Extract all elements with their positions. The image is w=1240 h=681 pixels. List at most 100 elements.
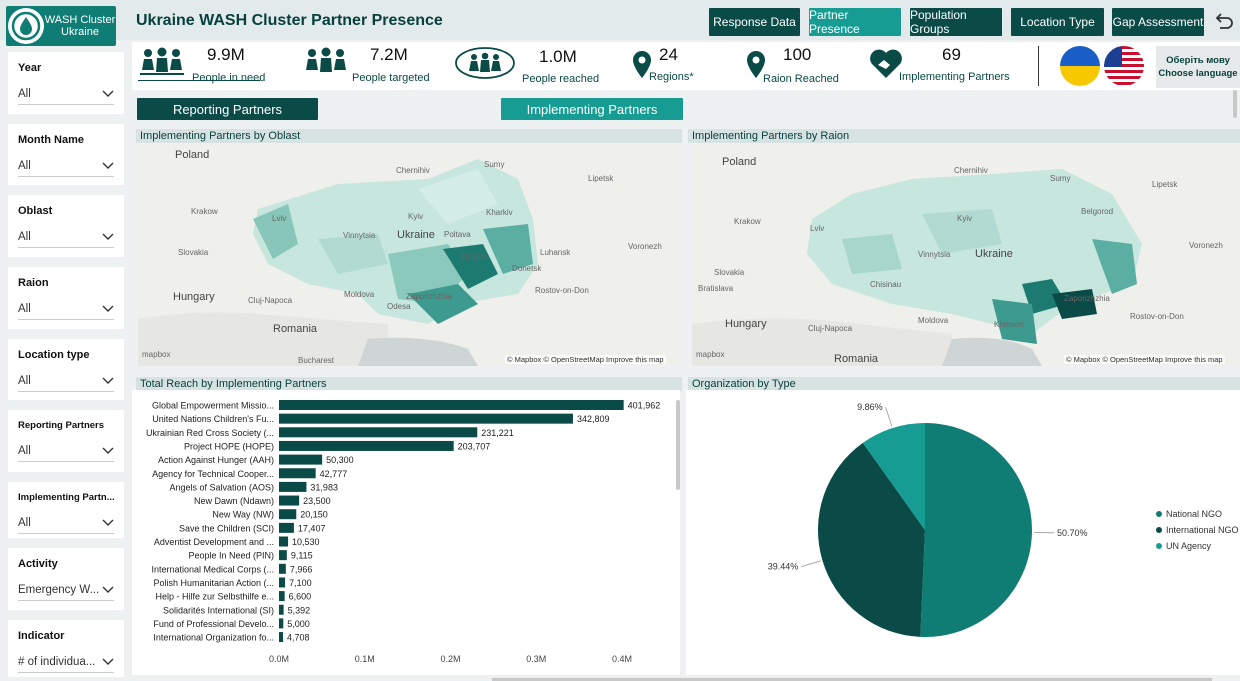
slicer-label: Implementing Partn... [18, 492, 115, 503]
bar[interactable] [279, 413, 573, 424]
choose-language-button[interactable]: Оберіть мову Choose language [1156, 46, 1240, 88]
slicer-label: Indicator [18, 630, 65, 642]
map1-label-poland: Poland [175, 149, 210, 161]
pie-slice-label: 50.70% [1057, 528, 1088, 538]
usa-flag-icon[interactable] [1104, 46, 1144, 86]
slicer-separator [8, 472, 124, 482]
bar[interactable] [279, 550, 287, 561]
bar[interactable] [279, 468, 316, 479]
slicer-dropdown[interactable]: All [18, 512, 114, 534]
bar-category-label: Help - Hilfe zur Selbsthilfe e... [155, 592, 274, 602]
bar[interactable] [279, 591, 285, 602]
people-circle-icon [455, 47, 515, 79]
bar[interactable] [279, 495, 300, 506]
slicer-value: All [18, 444, 31, 457]
map2-label-zaporizhzhia: Zaporizhzhia [1064, 294, 1110, 303]
bar[interactable] [279, 604, 284, 615]
bar[interactable] [279, 522, 294, 533]
map1-label-odesa: Odesa [387, 302, 411, 311]
map1-label-bucharest: Bucharest [298, 356, 335, 365]
slicer-6: Implementing Partn... All [18, 492, 124, 534]
slicer-dropdown[interactable]: Emergency W... [18, 579, 114, 601]
kpi-regions-value: 24 [659, 45, 678, 64]
slicer-dropdown[interactable]: All [18, 440, 114, 462]
slicer-dropdown[interactable]: All [18, 226, 114, 248]
legend-item[interactable]: International NGO [1166, 525, 1239, 535]
map2-label-voronezh: Voronezh [1189, 241, 1223, 250]
bar[interactable] [279, 481, 307, 492]
pie-slice[interactable] [862, 423, 925, 530]
pie-slice[interactable] [818, 442, 925, 637]
slicer-separator [8, 257, 124, 267]
bar[interactable] [279, 509, 297, 520]
bar[interactable] [279, 454, 323, 465]
chevron-down-icon [102, 519, 114, 526]
pie-slice[interactable] [920, 423, 1033, 637]
map-raion[interactable]: Poland Ukraine Slovakia Hungary Moldova … [692, 144, 1240, 366]
x-tick-label: 0.3M [526, 654, 546, 664]
kpi-people-targeted-value: 7.2M [370, 45, 408, 64]
slicer-separator [8, 185, 124, 195]
slicer-7: Activity Emergency W... [18, 558, 124, 601]
page-scrollbar[interactable] [1233, 90, 1237, 118]
map-oblast[interactable]: Poland Ukraine Slovakia Hungary Moldova … [138, 144, 680, 366]
page-title: Ukraine WASH Cluster Partner Presence [136, 12, 443, 29]
map2-label-lipetsk: Lipetsk [1152, 180, 1178, 189]
slicer-dropdown[interactable]: All [18, 298, 114, 320]
map2-label-hungary: Hungary [725, 318, 767, 330]
page-horizontal-scrollbar[interactable] [492, 678, 1212, 681]
map1-label-lipetsk: Lipetsk [588, 174, 614, 183]
people-group-icon [306, 47, 346, 72]
wash-cluster-logo[interactable]: WASH Cluster Ukraine [6, 6, 116, 46]
map2-title: Implementing Partners by Raion [688, 129, 1240, 143]
map2-label-slovakia: Slovakia [714, 268, 745, 277]
nav-population-groups[interactable]: Population Groups [910, 8, 1002, 36]
bar-category-label: Fund of Professional Develo... [153, 619, 274, 629]
slicer-dropdown[interactable]: # of individua... [18, 651, 114, 673]
bar[interactable] [279, 618, 284, 629]
ukraine-flag-icon[interactable] [1060, 46, 1100, 86]
map1-attribution[interactable]: © Mapbox © OpenStreetMap Improve this ma… [505, 355, 666, 364]
nav-gap-assessment[interactable]: Gap Assessment [1112, 8, 1204, 36]
bar-chart-scrollbar[interactable] [676, 400, 680, 490]
slicer-label: Location type [18, 349, 90, 361]
legend-item[interactable]: National NGO [1166, 509, 1222, 519]
bar[interactable] [279, 577, 286, 588]
handshake-heart-icon [870, 49, 902, 78]
map1-label-kyiv: Kyiv [408, 212, 424, 221]
mapbox-logo: mapbox [142, 350, 171, 359]
kpi-raion-reached-label: Raion Reached [763, 73, 839, 85]
slicer-label: Year [18, 62, 42, 74]
nav-partner-presence[interactable]: Partner Presence [809, 8, 901, 36]
slicer-separator [8, 329, 124, 339]
bar-value-label: 10,530 [292, 537, 320, 547]
slicer-dropdown[interactable]: All [18, 370, 114, 392]
bar[interactable] [279, 400, 624, 410]
pie-chart-svg: 50.70% 39.44% 9.86% National NGO Internation… [768, 402, 1239, 637]
bar-value-label: 9,115 [291, 551, 313, 561]
map1-label-rostov: Rostov-on-Don [535, 286, 589, 295]
bar-category-label: Agency for Technical Cooper... [152, 469, 274, 479]
slicer-dropdown[interactable]: All [18, 83, 114, 105]
reporting-partners-toggle[interactable]: Reporting Partners [137, 98, 318, 120]
legend-item[interactable]: UN Agency [1166, 541, 1212, 551]
bar-value-label: 17,407 [298, 523, 326, 533]
bar[interactable] [279, 632, 284, 643]
map2-attribution[interactable]: © Mapbox © OpenStreetMap Improve this ma… [1064, 355, 1225, 364]
map1-label-zaporizhzhia: Zaporizhzhia [406, 292, 452, 301]
slicer-label: Reporting Partners [18, 420, 105, 431]
back-arrow-icon[interactable] [1212, 10, 1236, 34]
nav-location-type[interactable]: Location Type [1011, 8, 1104, 36]
map2-label-vinnytsia: Vinnytsia [918, 250, 951, 259]
x-tick-label: 0.0M [269, 654, 289, 664]
slicer-label: Month Name [18, 134, 84, 146]
bar-category-label: International Medical Corps (... [151, 564, 274, 574]
nav-response-data[interactable]: Response Data [709, 8, 800, 36]
bar[interactable] [279, 427, 478, 438]
slicer-dropdown[interactable]: All [18, 155, 114, 177]
implementing-partners-toggle[interactable]: Implementing Partners [501, 98, 683, 120]
bar[interactable] [279, 563, 286, 574]
header-bar: WASH Cluster Ukraine Ukraine WASH Cluste… [0, 0, 1240, 46]
bar[interactable] [279, 440, 454, 451]
bar[interactable] [279, 536, 289, 547]
